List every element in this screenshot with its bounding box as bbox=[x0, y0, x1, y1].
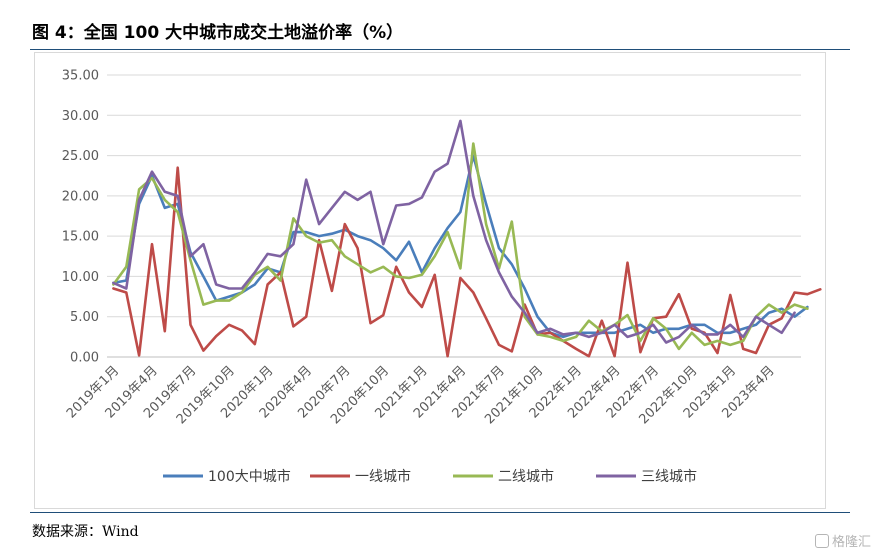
y-tick-label: 10.00 bbox=[62, 270, 99, 285]
source-rule bbox=[30, 512, 850, 513]
watermark: 格隆汇 bbox=[814, 531, 871, 550]
legend: 100大中城市 一线城市 二线城市 三线城市 bbox=[163, 468, 697, 485]
y-tick-label: 0.00 bbox=[70, 351, 99, 366]
series-line-4 bbox=[112, 119, 796, 344]
chart-area: 0.00 5.00 10.00 15.00 20.00 25.00 30.00 35.00 20… bbox=[34, 52, 826, 509]
legend-label: 100大中城市 bbox=[208, 468, 291, 485]
y-tick-label: 25.00 bbox=[62, 149, 99, 164]
title-rule bbox=[30, 49, 850, 50]
y-tick-label: 5.00 bbox=[70, 310, 99, 325]
legend-label: 一线城市 bbox=[355, 468, 411, 485]
figure-title: 图 4：全国 100 大中城市成交土地溢价率（%） bbox=[32, 23, 404, 43]
source-note: 数据来源：Wind bbox=[32, 524, 139, 540]
y-tick-label: 30.00 bbox=[62, 109, 99, 124]
series-line-3 bbox=[112, 142, 809, 351]
legend-label: 二线城市 bbox=[498, 468, 554, 485]
series-line-1 bbox=[112, 154, 809, 339]
gridlines bbox=[107, 74, 801, 358]
y-tick-label: 35.00 bbox=[62, 69, 99, 84]
y-tick-label: 20.00 bbox=[62, 189, 99, 204]
legend-label: 三线城市 bbox=[641, 468, 697, 485]
line-chart: 0.005.0010.0015.0020.0025.0030.0035.0020… bbox=[62, 69, 822, 485]
series-lines bbox=[112, 119, 822, 358]
y-tick-label: 15.00 bbox=[62, 230, 99, 245]
watermark-logo-icon bbox=[814, 533, 829, 548]
watermark-text: 格隆汇 bbox=[831, 535, 871, 550]
